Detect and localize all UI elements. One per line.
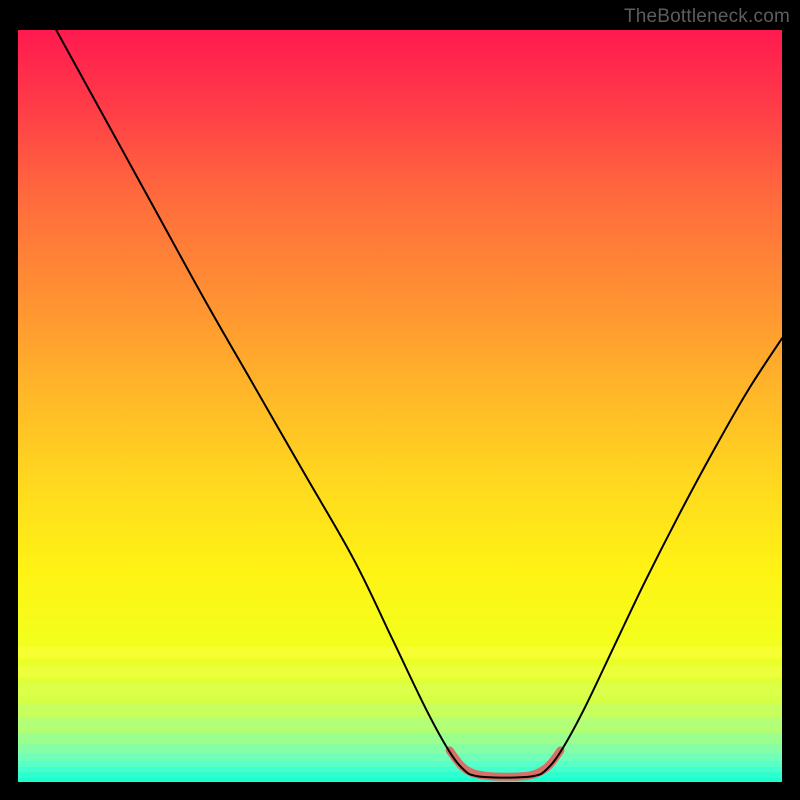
green-banding (18, 647, 782, 782)
band-stripe (18, 665, 782, 677)
chart-svg (18, 30, 782, 782)
band-stripe (18, 777, 782, 782)
band-stripe (18, 684, 782, 696)
watermark-text: TheBottleneck.com (624, 6, 790, 28)
band-stripe (18, 718, 782, 730)
band-stripe (18, 703, 782, 715)
chart-frame: TheBottleneck.com (0, 0, 800, 800)
band-stripe (18, 733, 782, 745)
plot-area (18, 30, 782, 782)
